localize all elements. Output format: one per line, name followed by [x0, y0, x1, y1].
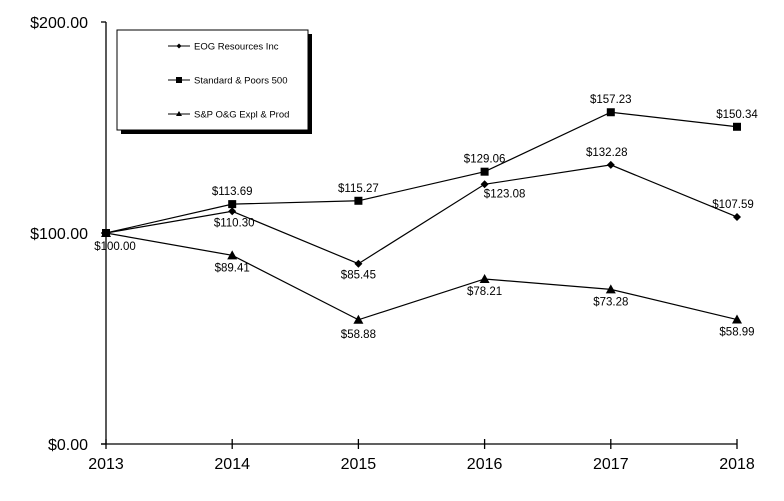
square-marker-icon	[733, 122, 741, 131]
diamond-marker-icon	[606, 160, 615, 169]
legend-box	[116, 29, 309, 131]
triangle-marker-icon	[732, 314, 742, 324]
series-diamond	[102, 160, 741, 268]
data-label: $157.23	[590, 94, 632, 106]
axes: $0.00 $100.00 $200.00 2013 2014 2015 2016 2017 2…	[30, 15, 755, 473]
y-tick-label: $200.00	[30, 15, 88, 32]
y-tick-label: $0.00	[48, 437, 88, 454]
series-line	[105, 232, 738, 321]
data-label: $85.45	[341, 270, 376, 282]
diamond-marker-icon	[228, 207, 237, 216]
data-label: $123.08	[484, 188, 526, 200]
square-marker-icon	[606, 108, 615, 117]
data-label: $115.27	[338, 183, 379, 195]
square-marker-icon	[354, 196, 363, 205]
triangle-marker-icon	[101, 228, 111, 237]
series-line	[105, 111, 738, 234]
data-label: $58.88	[341, 329, 376, 341]
triangle-marker-icon	[353, 314, 364, 324]
x-tick-label: 2016	[467, 456, 503, 473]
data-label: $100.00	[94, 241, 136, 253]
data-label: $107.59	[712, 199, 754, 211]
legend-label: EOG Resources Inc	[194, 42, 279, 53]
legend-triangle-icon	[176, 111, 182, 116]
legend: EOG Resources Inc Standard & Poors 500 S&P…	[116, 29, 312, 134]
data-label: $73.28	[593, 296, 628, 308]
series-triangle	[101, 228, 742, 324]
data-label: $110.30	[214, 217, 255, 229]
data-labels: $110.30 $85.45 $123.08 $132.28 $107.59 $100.0…	[94, 94, 758, 341]
data-label: $129.06	[464, 154, 506, 166]
data-label: $89.41	[215, 262, 250, 274]
triangle-marker-icon	[227, 250, 238, 260]
legend-label: S&P O&G Expl & Prod	[194, 110, 289, 121]
triangle-marker-icon	[479, 273, 490, 283]
data-label: $113.69	[212, 186, 253, 198]
square-marker-icon	[228, 200, 237, 209]
data-label: $150.34	[716, 109, 758, 121]
y-tick-label: $100.00	[30, 226, 88, 243]
legend-square-icon	[176, 77, 182, 83]
diamond-marker-icon	[354, 259, 363, 268]
x-tick-label: 2014	[214, 456, 250, 473]
x-tick-label: 2013	[88, 456, 124, 473]
x-tick-label: 2015	[341, 456, 377, 473]
data-label: $78.21	[467, 286, 502, 298]
x-tick-label: 2017	[593, 456, 629, 473]
diamond-marker-icon	[480, 180, 489, 189]
data-label: $132.28	[586, 147, 628, 159]
x-tick-label: 2018	[719, 456, 755, 473]
data-label: $58.99	[719, 327, 754, 339]
diamond-marker-icon	[733, 212, 741, 221]
series-line	[105, 164, 738, 265]
triangle-marker-icon	[605, 284, 616, 294]
legend-label: Standard & Poors 500	[194, 76, 287, 87]
square-marker-icon	[480, 167, 489, 176]
series-group	[101, 108, 742, 324]
legend-diamond-icon	[176, 43, 182, 49]
